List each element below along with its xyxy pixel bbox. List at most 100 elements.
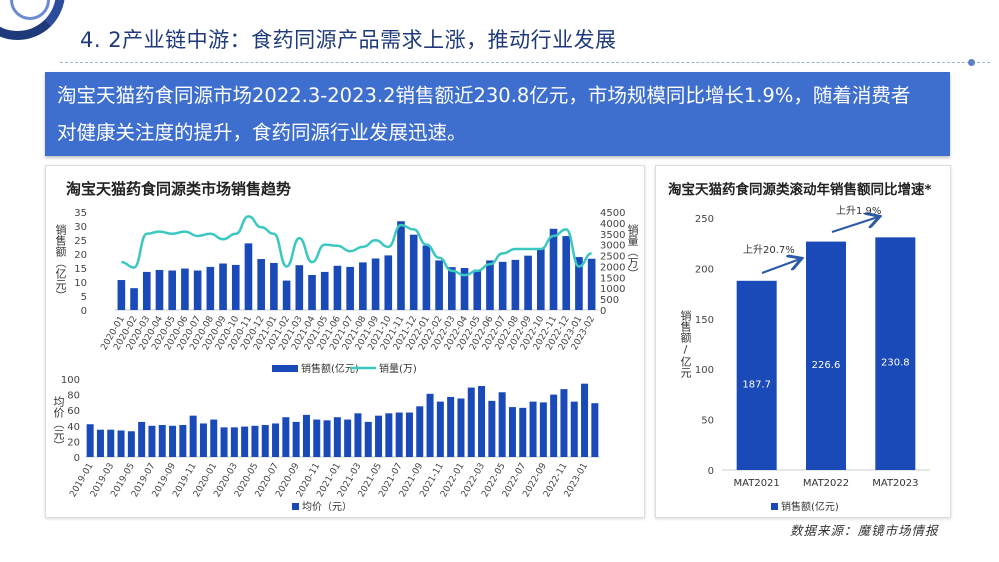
sales-bar (371, 258, 380, 310)
price-bar (375, 415, 383, 457)
trend-y2-axis-label: 销量（万） (626, 224, 639, 279)
legend-label-price: 均价（元） (302, 501, 352, 513)
y2-tick-label: 3000 (600, 241, 625, 252)
price-bar (220, 427, 228, 457)
y2-tick-label: 0 (600, 306, 606, 317)
sales-bar (320, 271, 329, 310)
price-bar (591, 403, 599, 457)
y-tick-label: 40 (67, 422, 80, 433)
sales-bar (587, 258, 596, 310)
price-y-axis-label: 均价（元） (52, 396, 65, 451)
price-bar (570, 401, 578, 457)
y2-tick-label: 1000 (600, 284, 625, 295)
sales-bar (359, 262, 367, 310)
price-bar (395, 412, 403, 457)
y-tick-label: 25 (74, 236, 87, 247)
sales-bar (295, 265, 304, 310)
sales-bar (448, 267, 456, 310)
y-tick-label: 100 (61, 375, 80, 386)
price-bar (467, 387, 475, 457)
price-bar (210, 419, 218, 457)
price-bar (292, 421, 300, 457)
sales-bar (168, 270, 177, 310)
sales-bar (333, 265, 342, 310)
sales-bar (206, 266, 215, 310)
sales-bar (562, 236, 571, 310)
price-bar (508, 407, 516, 457)
price-bar (550, 394, 558, 457)
price-bar (241, 426, 249, 457)
y-tick-label: 50 (701, 416, 714, 427)
price-bar (313, 419, 321, 457)
sales-bar (270, 262, 278, 310)
price-bar (436, 401, 444, 457)
y-tick-label: 0 (81, 306, 87, 317)
y2-tick-label: 2500 (600, 252, 625, 263)
y-tick-label: 15 (74, 264, 87, 275)
price-bar (344, 419, 352, 457)
price-bar (96, 429, 104, 457)
sales-bar (282, 280, 291, 310)
price-bar (323, 420, 331, 457)
sales-bar (409, 234, 418, 310)
y-tick-label: 20 (67, 437, 80, 448)
price-bar (354, 413, 362, 457)
legend-label-sales: 销售额(亿元) (301, 362, 359, 375)
sales-bar (384, 255, 393, 310)
price-bar (426, 393, 434, 457)
growth-annotation-2: 上升1.9% (836, 205, 881, 217)
y-tick-label: 150 (695, 315, 714, 326)
sales-bar (498, 261, 507, 310)
bar-data-label: 187.7 (742, 379, 771, 390)
volume-line (121, 215, 592, 277)
legend-swatch-mat (771, 503, 778, 510)
page-title: 4. 2产业链中游：食药同源产品需求上涨，推动行业发展 (80, 28, 617, 52)
sales-bar (346, 266, 354, 310)
sales-bar (549, 228, 558, 310)
bar-data-label: 230.8 (881, 358, 910, 369)
y-tick-label: 0 (74, 453, 80, 464)
sales-bar (435, 260, 443, 310)
mat-bar (736, 280, 777, 470)
y-tick-label: 0 (708, 466, 714, 477)
price-bar (529, 401, 537, 457)
y-tick-label: 35 (74, 208, 87, 219)
y-tick-label: 200 (695, 264, 714, 275)
y2-tick-label: 2000 (600, 262, 625, 273)
price-bar (333, 417, 341, 457)
sales-bar (130, 288, 138, 310)
price-bar (86, 424, 94, 457)
y2-tick-label: 3500 (600, 230, 625, 241)
sales-bar (397, 221, 405, 310)
growth-annotation-1: 上升20.7% (743, 244, 795, 256)
y-tick-label: 30 (74, 222, 87, 233)
legend-swatch-sales (272, 365, 298, 372)
sales-bar (181, 268, 189, 310)
x-tick-label: MAT2021 (734, 478, 780, 489)
sales-bar (511, 259, 520, 310)
growth-arrow-1 (761, 259, 800, 274)
price-bar (199, 423, 207, 457)
price-bar (138, 421, 146, 457)
left-chart-panel: 淘宝天猫药食同源类市场销售趋势 (45, 165, 645, 518)
price-bar (488, 400, 496, 457)
price-bar (158, 425, 166, 457)
price-bar (282, 417, 290, 457)
data-source: 数据来源：魔镜市场情报 (790, 523, 939, 538)
price-bar (179, 425, 187, 457)
price-bar (364, 421, 372, 457)
price-bar (405, 412, 413, 457)
legend-swatch-price (292, 503, 299, 510)
sales-bar (524, 255, 532, 310)
sales-bar (219, 263, 227, 310)
y-tick-label: 10 (74, 278, 87, 289)
price-bar (272, 423, 280, 457)
price-bar (519, 407, 527, 457)
sales-bar (486, 260, 494, 310)
banner-line-2: 对健康关注度的提升，食药同源行业发展迅速。 (57, 121, 467, 144)
sales-bar (422, 245, 431, 310)
price-bar (127, 431, 135, 457)
sales-bar (257, 259, 265, 310)
price-bar (251, 425, 259, 457)
